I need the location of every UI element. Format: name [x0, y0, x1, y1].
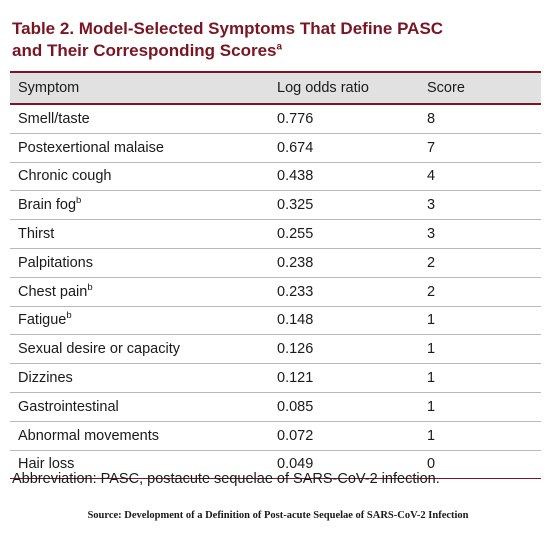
cell-symptom: Sexual desire or capacity — [10, 341, 269, 357]
cell-log-odds-ratio: 0.126 — [277, 341, 314, 358]
cell-score: 2 — [427, 283, 436, 300]
symptom-name: Fatigue — [18, 312, 67, 329]
cell-log-odds-ratio: 0.072 — [277, 427, 314, 444]
table-title: Table 2. Model-Selected Symptoms That De… — [12, 18, 532, 62]
table-row: Thirst 0.255 3 — [10, 220, 541, 249]
cell-symptom: Hair loss — [10, 456, 269, 472]
table-header-row: Symptom Log odds ratio Score — [10, 73, 541, 105]
cell-log-odds-ratio: 0.776 — [277, 110, 314, 127]
source-caption: Source: Development of a Definition of P… — [87, 510, 469, 521]
cell-score: 1 — [427, 398, 436, 415]
column-header-score: Score — [427, 80, 465, 96]
cell-score: 0 — [427, 456, 436, 473]
column-header-log-odds-ratio: Log odds ratio — [277, 80, 369, 96]
table-row: Abnormal movements 0.072 1 — [10, 422, 541, 451]
symptom-name: Thirst — [18, 226, 55, 243]
symptom-name: Sexual desire or capacity — [18, 341, 180, 358]
symptom-name: Palpitations — [18, 254, 93, 271]
cell-log-odds-ratio: 0.674 — [277, 139, 314, 156]
table-title-line1: Table 2. Model-Selected Symptoms That De… — [12, 19, 444, 38]
cell-score: 1 — [427, 341, 436, 358]
table-title-line2: and Their Corresponding Scoresa — [12, 40, 532, 62]
cell-symptom: Abnormal movements — [10, 428, 269, 444]
cell-score: 8 — [427, 110, 436, 127]
table-title-line2-text: and Their Corresponding Scores — [12, 41, 277, 60]
cell-score: 1 — [427, 370, 436, 387]
symptom-name: Brain fog — [18, 197, 77, 214]
cell-symptom: Chronic cough — [10, 168, 269, 184]
footnote-marker: b — [87, 281, 93, 293]
table-row: Palpitations 0.238 2 — [10, 249, 541, 278]
cell-log-odds-ratio: 0.049 — [277, 456, 314, 473]
table-body: Smell/taste 0.776 8 Postexertional malaise 0… — [10, 105, 541, 480]
symptom-name: Chest pain — [18, 283, 88, 300]
cell-log-odds-ratio: 0.121 — [277, 370, 314, 387]
cell-symptom: Gastrointestinal — [10, 399, 269, 415]
cell-symptom: Thirst — [10, 226, 269, 242]
cell-symptom: Brain fogb — [10, 195, 269, 214]
cell-log-odds-ratio: 0.255 — [277, 226, 314, 243]
cell-log-odds-ratio: 0.085 — [277, 398, 314, 415]
symptom-name: Abnormal movements — [18, 427, 160, 444]
cell-symptom: Fatigueb — [10, 310, 269, 329]
symptom-name: Gastrointestinal — [18, 398, 119, 415]
symptom-name: Dizzines — [18, 370, 73, 387]
cell-score: 4 — [427, 168, 436, 185]
cell-score: 3 — [427, 197, 436, 214]
cell-log-odds-ratio: 0.148 — [277, 312, 314, 329]
footnote-marker: b — [66, 310, 72, 322]
cell-log-odds-ratio: 0.325 — [277, 197, 314, 214]
symptom-score-table: Symptom Log odds ratio Score Smell/taste… — [10, 71, 541, 480]
cell-symptom: Chest painb — [10, 281, 269, 300]
table-title-footnote-marker: a — [276, 41, 283, 53]
symptom-name: Hair loss — [18, 456, 75, 473]
table-row: Gastrointestinal 0.085 1 — [10, 393, 541, 422]
cell-score: 2 — [427, 254, 436, 271]
cell-log-odds-ratio: 0.233 — [277, 283, 314, 300]
cell-log-odds-ratio: 0.438 — [277, 168, 314, 185]
table-row: Dizzines 0.121 1 — [10, 364, 541, 393]
cell-score: 3 — [427, 226, 436, 243]
cell-score: 1 — [427, 312, 436, 329]
table-row: Chronic cough 0.438 4 — [10, 163, 541, 192]
cell-score: 1 — [427, 427, 436, 444]
symptom-name: Postexertional malaise — [18, 139, 164, 156]
table-row: Fatigueb 0.148 1 — [10, 307, 541, 336]
cell-symptom: Dizzines — [10, 370, 269, 386]
symptom-name: Smell/taste — [18, 110, 90, 127]
cell-log-odds-ratio: 0.238 — [277, 254, 314, 271]
table-row: Sexual desire or capacity 0.126 1 — [10, 335, 541, 365]
table-row: Brain fogb 0.325 3 — [10, 191, 541, 221]
cell-symptom: Palpitations — [10, 255, 269, 271]
cell-score: 7 — [427, 139, 436, 156]
cell-symptom: Postexertional malaise — [10, 140, 269, 156]
column-header-symptom: Symptom — [18, 80, 80, 96]
footnote-marker: b — [76, 195, 82, 207]
table-row: Smell/taste 0.776 8 — [10, 105, 541, 134]
table-row: Postexertional malaise 0.674 7 — [10, 134, 541, 163]
table-row: Hair loss 0.049 0 — [10, 451, 541, 480]
cell-symptom: Smell/taste — [10, 111, 269, 127]
table-row: Chest painb 0.233 2 — [10, 278, 541, 307]
abbreviation-note: Abbreviation: PASC, postacute sequelae o… — [12, 471, 440, 487]
symptom-name: Chronic cough — [18, 168, 112, 185]
